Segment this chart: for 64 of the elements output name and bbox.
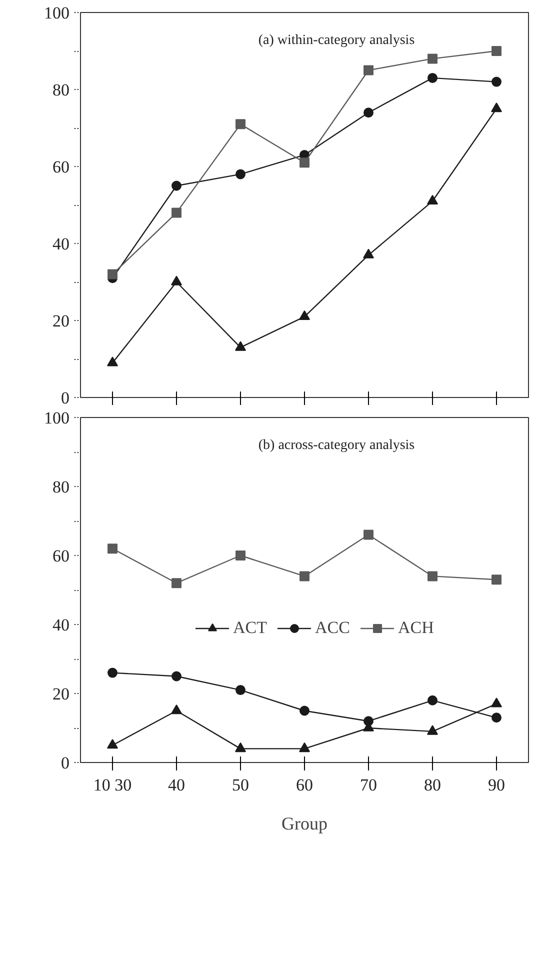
point [427, 725, 438, 735]
y-tick-label: 100 [44, 408, 70, 428]
point [428, 695, 438, 706]
point [299, 310, 310, 320]
point [236, 119, 246, 130]
point [108, 269, 118, 280]
point [428, 571, 438, 582]
point [236, 550, 246, 560]
point [428, 54, 438, 64]
y-tick-label: 0 [61, 388, 70, 408]
point [427, 194, 438, 205]
x-axis-title: Group [282, 814, 328, 834]
point [492, 712, 502, 723]
point [364, 716, 374, 726]
legend-label: ACH [398, 618, 434, 638]
point [491, 698, 502, 708]
point [235, 341, 246, 351]
point [236, 685, 246, 696]
point [171, 276, 182, 286]
point [172, 671, 182, 682]
y-tick-label: 80 [52, 478, 70, 496]
legend-label: ACC [315, 618, 350, 638]
point [492, 76, 502, 87]
point [300, 571, 310, 582]
x-tick-label: 60 [296, 776, 313, 794]
point [299, 742, 310, 752]
point [107, 738, 118, 749]
point [235, 742, 246, 752]
point [108, 668, 118, 678]
y-tick-label: 40 [52, 234, 70, 254]
point [172, 208, 182, 218]
y-tick-label: 0 [61, 754, 70, 772]
x-tick-label: 50 [232, 776, 249, 794]
point [236, 169, 246, 180]
annotation: (a) within-category analysis [258, 33, 415, 48]
point [172, 578, 182, 588]
y-tick-label: 20 [52, 312, 70, 330]
point [108, 544, 118, 554]
x-tick-label: 70 [360, 776, 377, 794]
point [491, 102, 502, 112]
annotation: (b) across-category analysis [258, 438, 415, 453]
point [364, 530, 374, 540]
point [363, 248, 374, 258]
x-tick-label: 10 30 [93, 776, 132, 794]
point [171, 704, 182, 714]
point [492, 574, 502, 585]
y-tick-label: 60 [52, 158, 70, 176]
y-tick-label: 80 [52, 80, 70, 100]
point [107, 356, 118, 366]
point [492, 46, 502, 56]
y-tick-label: 40 [52, 616, 70, 634]
point [300, 706, 310, 716]
y-tick-label: 20 [52, 684, 70, 704]
y-tick-label: 60 [52, 546, 70, 566]
legend-label: ACT [233, 618, 267, 638]
y-tick-label: 100 [44, 4, 70, 22]
point [364, 108, 374, 118]
x-tick-label: 80 [424, 776, 441, 794]
x-tick-label: 40 [168, 776, 185, 794]
point [428, 72, 438, 83]
point [300, 158, 310, 168]
point [364, 65, 374, 76]
point [172, 180, 182, 191]
x-tick-label: 90 [488, 776, 505, 794]
